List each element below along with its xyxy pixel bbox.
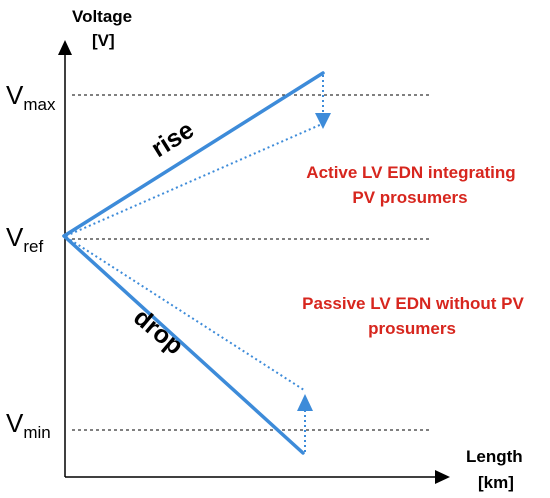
rise-to-vmax-arrowhead	[315, 113, 331, 129]
x-axis-arrowhead	[435, 470, 450, 484]
y-axis-title-line1: Voltage	[72, 7, 132, 26]
active-edn-annotation-line1: Active LV EDN integrating	[306, 163, 515, 182]
passive-edn-annotation-line2: prosumers	[368, 319, 456, 338]
vmax-label: Vmax	[6, 80, 56, 114]
y-axis-title-line2: [V]	[92, 31, 115, 50]
passive-edn-annotation-line1: Passive LV EDN without PV	[302, 294, 524, 313]
x-axis-title-line2: [km]	[478, 473, 514, 492]
rise-dotted-line	[65, 123, 323, 237]
vmin-label: Vmin	[6, 408, 51, 442]
y-axis-arrowhead	[58, 40, 72, 55]
drop-to-vmin-arrowhead	[297, 394, 313, 411]
vref-label: Vref	[6, 222, 43, 256]
x-axis-title-line1: Length	[466, 447, 523, 466]
voltage-drop-line	[62, 234, 305, 455]
active-edn-annotation-line2: PV prosumers	[352, 188, 467, 207]
drop-label: drop	[128, 303, 189, 360]
drop-dotted-line	[65, 236, 305, 391]
voltage-rise-line	[62, 71, 325, 238]
